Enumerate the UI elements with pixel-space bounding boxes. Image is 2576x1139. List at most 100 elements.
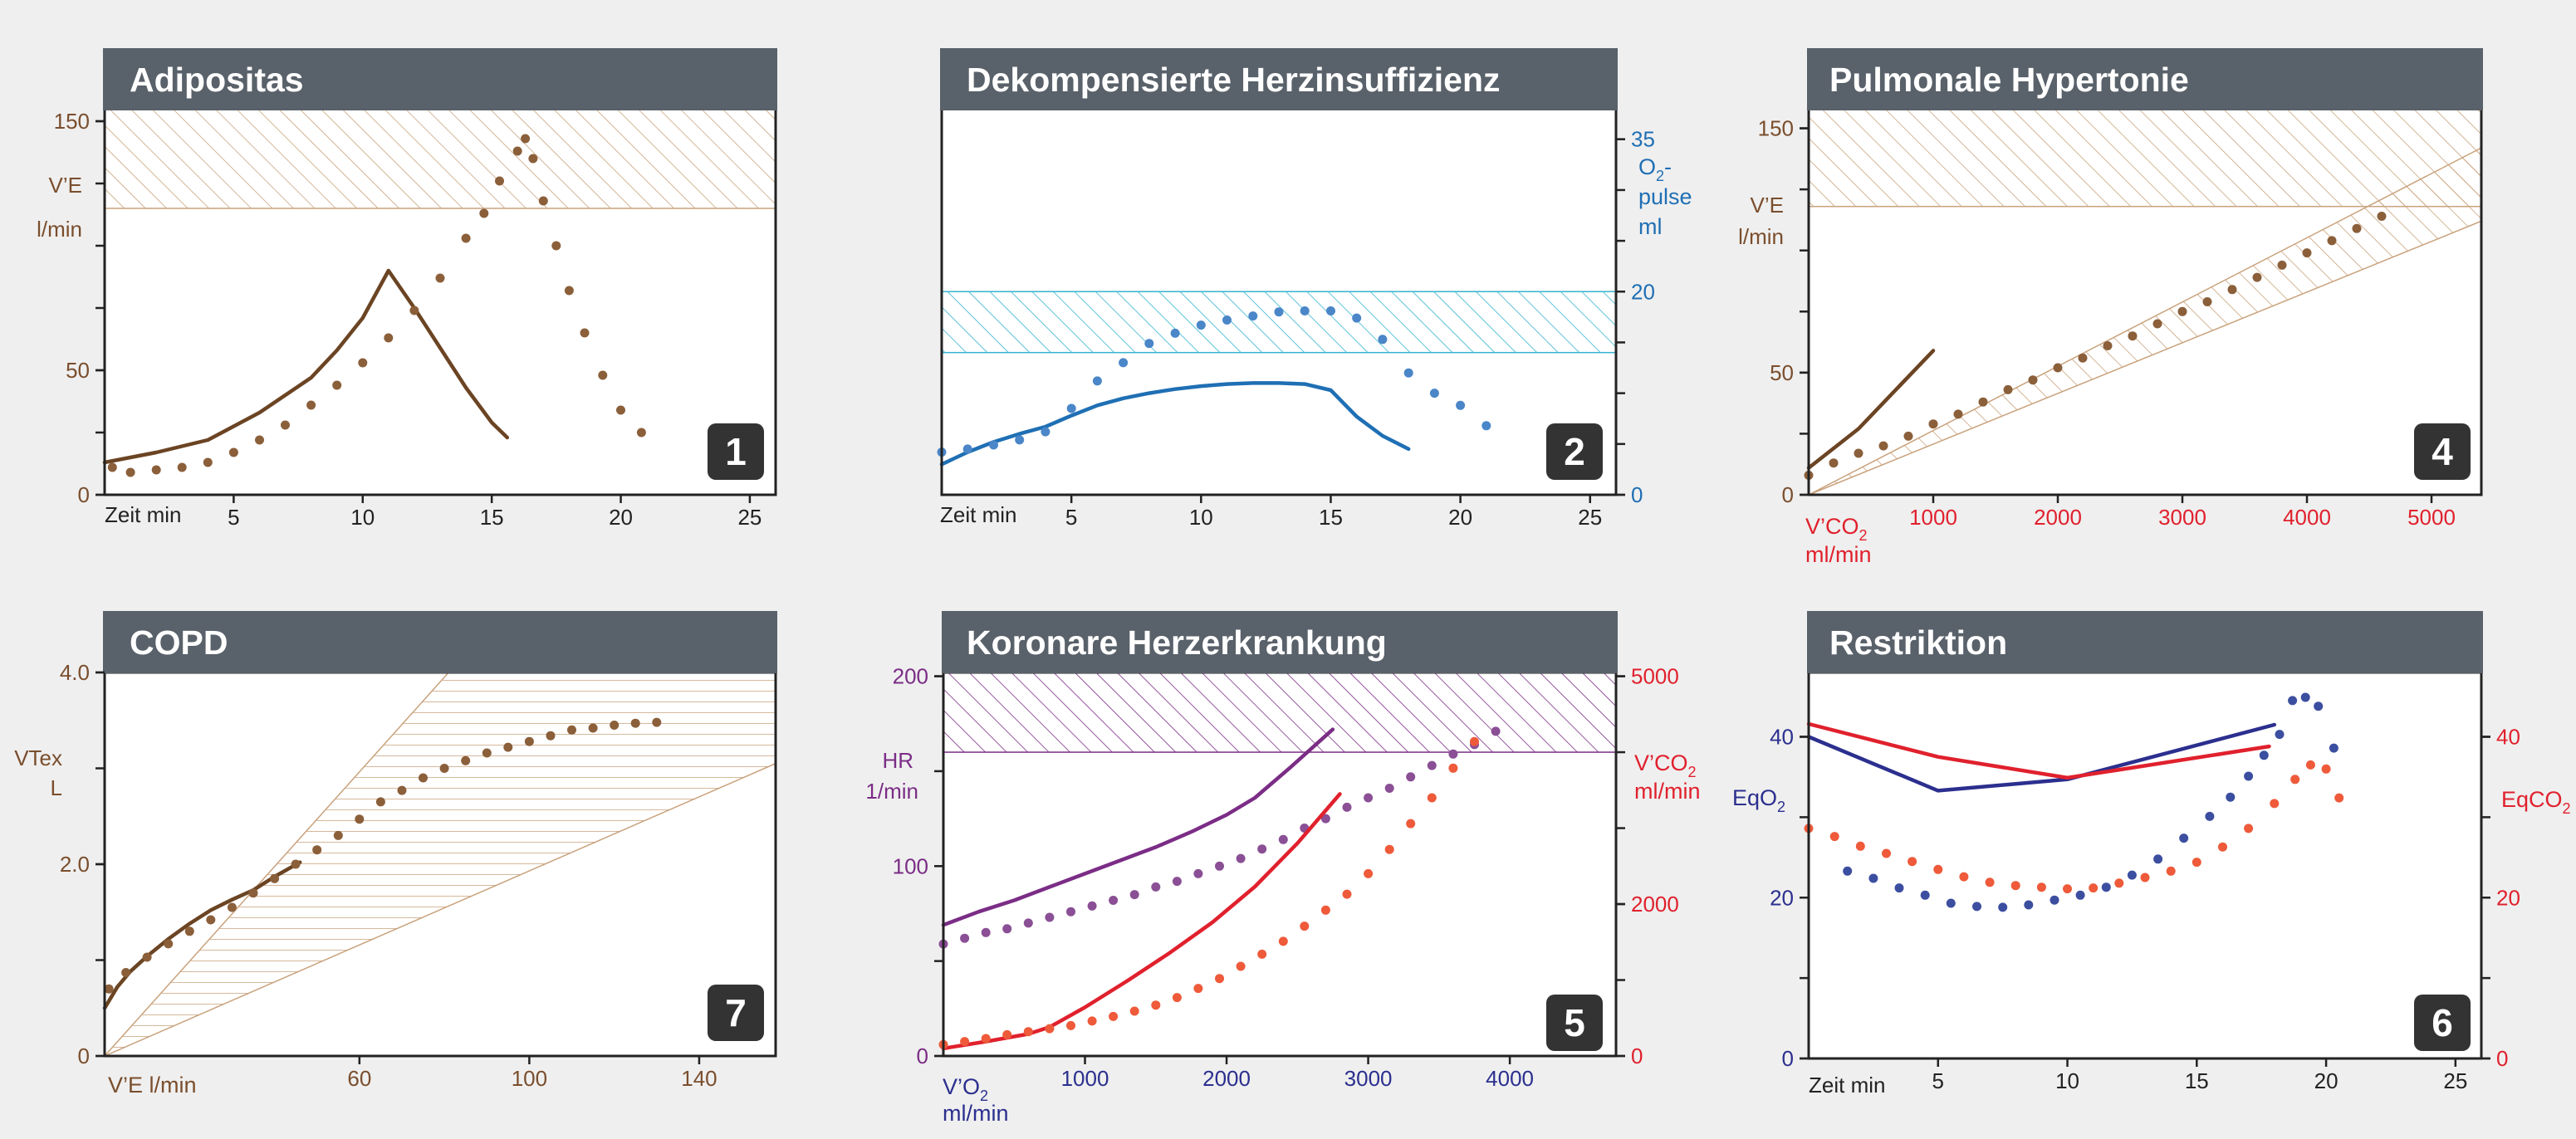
data-point <box>1300 921 1310 931</box>
data-point <box>538 196 548 206</box>
data-point <box>2270 799 2280 809</box>
y-tick-label: 2.0 <box>60 852 90 877</box>
x-tick-label: 2000 <box>2034 505 2082 530</box>
data-point <box>2140 873 2150 882</box>
data-point <box>981 1034 991 1044</box>
y-tick-label: 0 <box>917 1044 928 1068</box>
data-point <box>636 428 646 438</box>
y-tick-label: 35 <box>1631 127 1655 152</box>
series-line <box>1806 722 2277 793</box>
data-point <box>1829 458 1839 468</box>
x-tick-label: 2000 <box>1202 1066 1251 1091</box>
data-point <box>2302 248 2312 258</box>
data-point <box>1403 368 1413 378</box>
x-tick-label: 1000 <box>1061 1066 1109 1091</box>
data-point <box>1342 802 1352 812</box>
x-tick-label: 25 <box>1578 505 1602 530</box>
x-axis-label: V’O2 <box>943 1074 988 1104</box>
data-point <box>1041 427 1050 437</box>
data-point <box>1427 793 1437 803</box>
data-point <box>2127 870 2137 880</box>
data-point <box>2177 306 2187 316</box>
y-axis-unit: l/min <box>1738 224 1784 249</box>
data-point <box>1854 448 1863 458</box>
x-tick-label: 20 <box>2314 1068 2338 1093</box>
y-axis-unit: l/min <box>37 217 82 242</box>
panel-adipositas: Adipositas 1 Zeit min V’E l/min 5 10 15 20 2… <box>37 48 777 530</box>
x-tick-label: 20 <box>1448 505 1472 530</box>
data-point <box>1278 936 1288 946</box>
data-point <box>107 462 117 472</box>
y-axis-label: HR <box>882 748 913 773</box>
panel-number-badge <box>708 423 764 480</box>
chart-title: Restriktion <box>1829 623 2007 662</box>
y-tick-label: 2000 <box>1631 892 1679 917</box>
y-tick-label: 150 <box>54 109 90 134</box>
data-point <box>2003 384 2013 394</box>
y-axis-ticks: 0 100 200 <box>893 664 943 1068</box>
data-point <box>630 718 640 728</box>
right-axis-label: O2- <box>1638 154 1672 184</box>
data-point <box>1193 984 1203 994</box>
x-axis-unit: ml/min <box>943 1101 1009 1126</box>
data-point <box>2226 792 2236 802</box>
data-point <box>2024 900 2034 910</box>
data-point <box>2075 890 2085 900</box>
y-axis-unit: 1/min <box>865 779 918 804</box>
data-point <box>1300 306 1310 315</box>
data-point <box>1364 868 1374 878</box>
data-point <box>2114 878 2124 888</box>
hatched-normal-range <box>943 672 1617 753</box>
data-point <box>177 462 187 472</box>
data-point <box>2101 882 2111 892</box>
data-point <box>1023 918 1033 928</box>
data-point <box>227 902 237 912</box>
data-point <box>358 358 368 368</box>
data-point <box>1092 376 1102 386</box>
data-point <box>397 785 407 795</box>
data-point <box>1151 882 1161 892</box>
y-tick-label: 20 <box>2496 885 2520 910</box>
panel-restriktion: Restriktion 6 Zeit min EqO2 EqCO2 5 10 15 2… <box>1732 611 2571 1097</box>
data-point <box>1882 848 1891 858</box>
x-tick-label: 5000 <box>2407 505 2456 530</box>
data-point <box>1066 403 1076 413</box>
data-point <box>1023 1027 1033 1037</box>
y-tick-label: 40 <box>1770 725 1794 750</box>
series-marks <box>938 726 1501 1051</box>
data-point <box>1953 409 1963 419</box>
data-point <box>1868 873 1878 883</box>
data-point <box>2288 696 2298 706</box>
right-axis-label: EqCO2 <box>2501 787 2571 817</box>
data-point <box>2128 331 2138 341</box>
data-point <box>419 773 428 783</box>
data-point <box>503 742 513 752</box>
x-axis-label: V’E l/min <box>108 1073 197 1097</box>
data-point <box>1470 736 1479 746</box>
data-point <box>1998 902 2008 912</box>
data-point <box>1002 1029 1012 1039</box>
data-point <box>2259 750 2269 760</box>
data-point <box>125 467 135 477</box>
y-tick-label: 50 <box>66 358 90 383</box>
right-axis-ticks: 0 2000 5000 <box>1616 664 1679 1068</box>
data-point <box>1384 784 1394 793</box>
data-point <box>1384 844 1394 854</box>
data-point <box>524 736 534 746</box>
panel-number: 2 <box>1564 430 1585 473</box>
data-point <box>1320 814 1330 824</box>
x-tick-label: 5 <box>1065 505 1077 530</box>
chart-title: Koronare Herzerkrankung <box>967 623 1387 662</box>
data-point <box>206 915 216 925</box>
x-tick-label: 25 <box>737 505 762 530</box>
x-axis-label: V’CO2 <box>1805 514 1868 544</box>
x-tick-label: 20 <box>609 505 633 530</box>
data-point <box>2321 764 2331 774</box>
x-tick-label: 10 <box>1189 505 1213 530</box>
right-axis-unit: ml <box>1638 214 1663 239</box>
data-point <box>203 457 213 467</box>
chart-title: Adipositas <box>130 61 304 99</box>
x-tick-label: 100 <box>512 1066 547 1091</box>
y-tick-label: 0 <box>78 1044 90 1068</box>
